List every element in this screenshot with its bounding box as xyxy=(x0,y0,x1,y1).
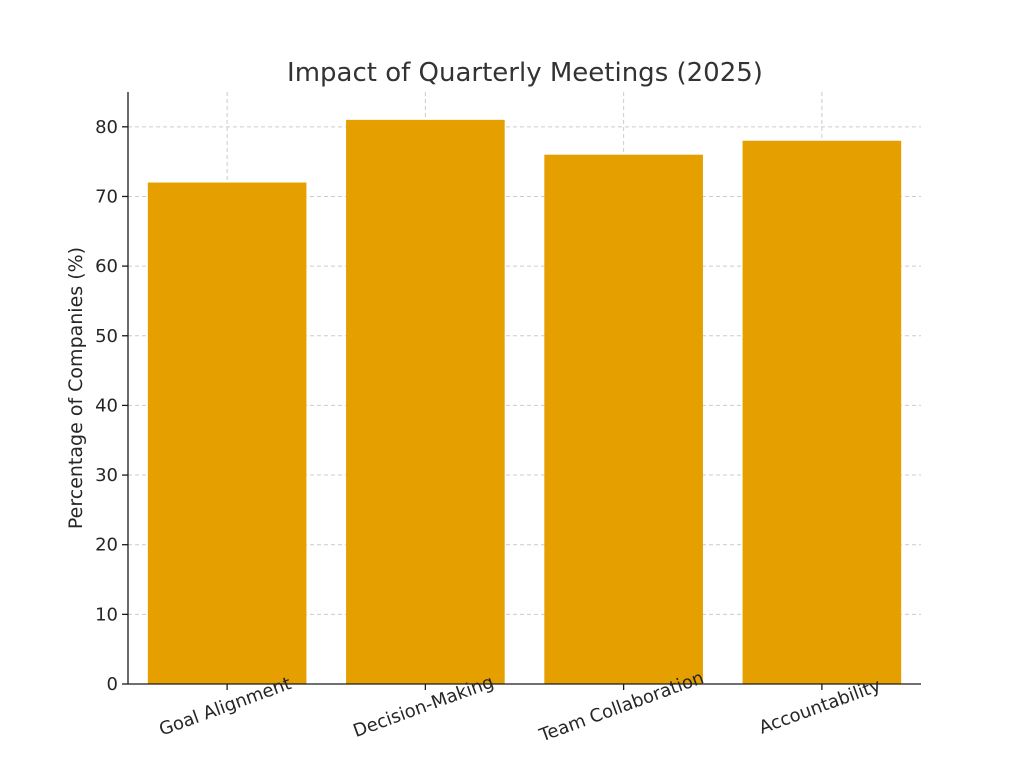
y-axis-label: Percentage of Companies (%) xyxy=(65,247,87,529)
y-tick-label: 50 xyxy=(95,326,118,347)
y-tick-label: 0 xyxy=(107,674,118,695)
y-tick-label: 10 xyxy=(95,604,118,625)
y-tick-label: 40 xyxy=(95,395,118,416)
bars xyxy=(147,119,902,685)
y-tick-label: 20 xyxy=(95,535,118,556)
bar xyxy=(742,140,902,685)
bar xyxy=(544,154,703,684)
y-tick-label: 80 xyxy=(95,117,118,138)
bar xyxy=(346,119,505,684)
chart-title: Impact of Quarterly Meetings (2025) xyxy=(287,58,763,88)
y-tick-label: 30 xyxy=(95,465,118,486)
y-tick-label: 70 xyxy=(95,186,118,207)
axes xyxy=(122,92,921,690)
bar xyxy=(147,182,307,684)
y-tick-label: 60 xyxy=(95,256,118,277)
